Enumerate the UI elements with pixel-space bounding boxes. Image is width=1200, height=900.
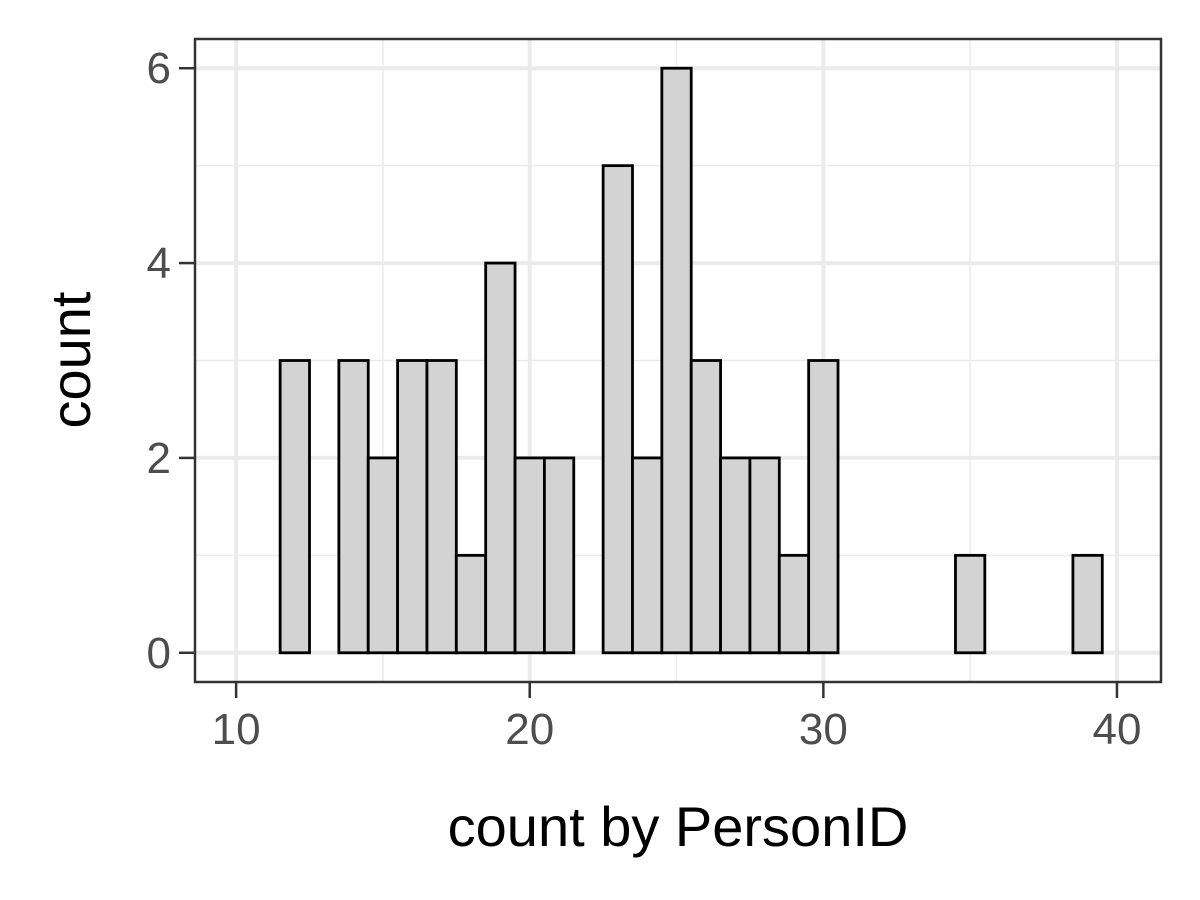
- histogram-bar: [719, 456, 752, 655]
- x-tick-label: 20: [505, 705, 554, 754]
- histogram-bar: [484, 261, 517, 655]
- x-tick-label: 10: [212, 705, 261, 754]
- histogram-bar: [777, 553, 811, 655]
- histogram-bar: [543, 456, 576, 655]
- panel-border: [193, 37, 1163, 684]
- y-tick-label: 4: [147, 239, 171, 288]
- bars-layer: [278, 66, 1104, 655]
- histogram-bar: [631, 456, 664, 655]
- y-tick-label: 6: [147, 44, 171, 93]
- x-tick-label: 30: [799, 705, 848, 754]
- histogram-bar: [807, 359, 840, 655]
- histogram-bar: [601, 164, 634, 655]
- x-axis-title: count by PersonID: [448, 795, 909, 858]
- histogram-bar: [278, 359, 311, 655]
- x-tick-label: 40: [1092, 705, 1141, 754]
- histogram-bar: [513, 456, 546, 655]
- histogram-bar: [425, 359, 458, 655]
- ticks-layer: 0 2 4 6 10 20 30 40: [147, 44, 1142, 754]
- histogram-bar: [337, 359, 370, 655]
- histogram-bar: [954, 553, 987, 655]
- histogram-bar: [689, 359, 722, 655]
- histogram-bar: [366, 456, 399, 655]
- histogram-bar: [396, 359, 429, 655]
- y-axis-title: count: [39, 291, 102, 428]
- histogram-bar: [454, 553, 488, 655]
- histogram-bar: [1071, 553, 1104, 655]
- y-tick-label: 0: [147, 629, 171, 678]
- y-tick-label: 2: [147, 434, 171, 483]
- histogram-bar: [660, 66, 693, 655]
- histogram-bar: [748, 456, 781, 655]
